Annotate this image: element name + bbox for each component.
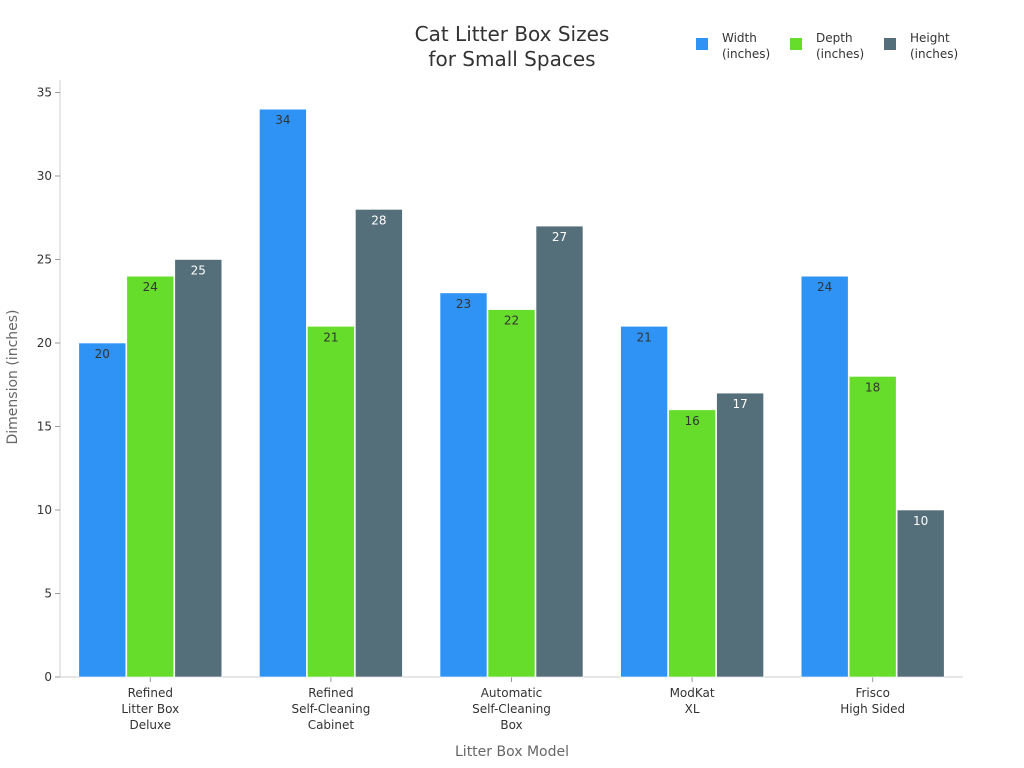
data-label: 23 xyxy=(456,297,471,311)
data-label: 24 xyxy=(817,280,832,294)
legend-swatch xyxy=(696,38,708,50)
x-axis-title: Litter Box Model xyxy=(455,744,569,760)
y-tick-label: 5 xyxy=(44,587,52,601)
axes: 0 5 10 15 20 25 30 35 Dimension (inches) Litter B… xyxy=(5,80,963,760)
chart-title-text: Cat Litter Box Sizes for Small Spaces xyxy=(415,22,610,71)
data-label: 34 xyxy=(275,113,290,127)
data-label: 22 xyxy=(504,314,519,328)
bars xyxy=(78,108,945,678)
y-tick-label: 35 xyxy=(37,86,52,100)
bar xyxy=(259,108,307,678)
data-label: 20 xyxy=(95,347,110,361)
y-tick-label: 15 xyxy=(37,420,52,434)
data-label: 28 xyxy=(371,213,386,227)
data-label: 27 xyxy=(552,230,567,244)
bar xyxy=(896,509,945,678)
chart-title: Cat Litter Box Sizes for Small Spaces xyxy=(415,22,610,71)
data-label: 18 xyxy=(865,380,880,394)
bar xyxy=(487,309,536,678)
data-label: 21 xyxy=(323,330,338,344)
y-tick-label: 20 xyxy=(37,336,52,350)
x-tick-label: Refined Self-Cleaning Cabinet xyxy=(291,686,370,732)
y-tick-label: 30 xyxy=(37,169,52,183)
bar xyxy=(848,376,897,678)
y-tick-label: 10 xyxy=(37,503,52,517)
bar xyxy=(800,275,849,678)
legend-label: Width (inches) xyxy=(722,31,770,61)
bar xyxy=(668,409,716,678)
data-label: 16 xyxy=(684,414,699,428)
legend-label: Depth (inches) xyxy=(816,31,864,61)
bar xyxy=(78,342,127,678)
legend-swatch xyxy=(884,38,896,50)
data-labels: 20 24 25 34 21 28 23 22 27 21 16 17 24 18 10 xyxy=(95,113,929,528)
data-label: 10 xyxy=(913,514,928,528)
bar xyxy=(535,225,584,678)
bar xyxy=(439,292,488,678)
data-label: 24 xyxy=(143,280,158,294)
y-axis-title: Dimension (inches) xyxy=(5,309,21,444)
x-tick-label: Automatic Self-Cleaning Box xyxy=(472,686,551,732)
bar xyxy=(716,392,764,678)
x-tick-label: Refined Litter Box Deluxe xyxy=(121,686,179,732)
bar xyxy=(174,259,223,678)
legend-swatch xyxy=(790,38,802,50)
data-label: 21 xyxy=(636,330,651,344)
data-label: 17 xyxy=(732,397,747,411)
bar xyxy=(620,325,668,678)
legend: Width (inches) Depth (inches) Height (inches) xyxy=(696,31,958,61)
x-tick-label: Frisco High Sided xyxy=(840,686,905,716)
y-tick-label: 0 xyxy=(44,670,52,684)
y-tick-label: 25 xyxy=(37,253,52,267)
bar xyxy=(126,275,175,678)
bar xyxy=(355,209,403,678)
bar xyxy=(307,325,355,678)
x-tick-label: ModKat XL xyxy=(670,686,715,716)
legend-label: Height (inches) xyxy=(910,31,958,61)
data-label: 25 xyxy=(191,264,206,278)
